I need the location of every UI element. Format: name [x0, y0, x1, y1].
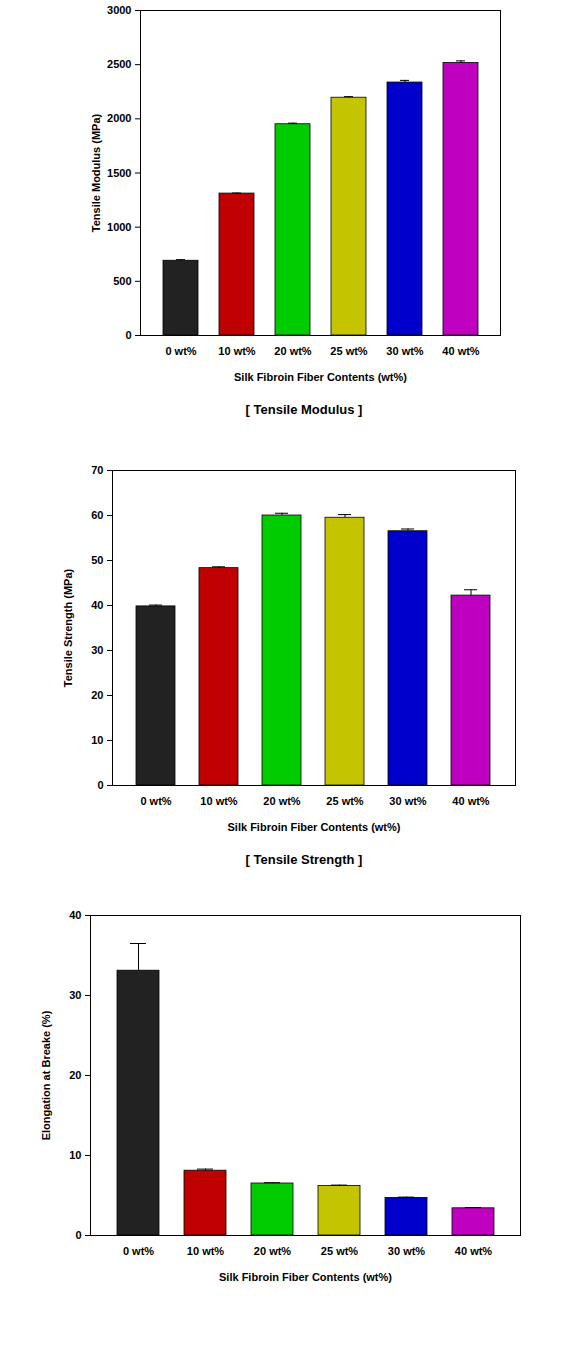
html-text:[ Tensile Strength ]: [ Tensile Strength ] [245, 852, 363, 867]
svg-text:1500: 1500 [107, 167, 131, 179]
svg-text:Elongation at Breake (%): Elongation at Breake (%) [40, 1010, 52, 1140]
svg-text:10: 10 [91, 734, 103, 746]
svg-text:30: 30 [91, 644, 103, 656]
svg-text:25 wt%: 25 wt% [326, 795, 364, 807]
svg-text:40 wt%: 40 wt% [452, 795, 490, 807]
html-text:[ Tensile Modulus ]: [ Tensile Modulus ] [245, 402, 363, 417]
svg-text:30 wt%: 30 wt% [386, 345, 424, 357]
svg-text:60: 60 [91, 509, 103, 521]
svg-text:40 wt%: 40 wt% [455, 1245, 493, 1257]
svg-text:10 wt%: 10 wt% [187, 1245, 225, 1257]
svg-text:500: 500 [113, 275, 131, 287]
svg-text:70: 70 [91, 464, 103, 476]
svg-text:2500: 2500 [107, 58, 131, 70]
svg-text:30: 30 [69, 989, 81, 1001]
svg-text:1000: 1000 [107, 221, 131, 233]
svg-text:40 wt%: 40 wt% [442, 345, 480, 357]
svg-text:25 wt%: 25 wt% [330, 345, 368, 357]
svg-text:0: 0 [125, 329, 131, 341]
svg-text:30 wt%: 30 wt% [389, 795, 427, 807]
svg-text:40: 40 [91, 599, 103, 611]
svg-text:Tensile Strength (MPa): Tensile Strength (MPa) [62, 568, 74, 687]
svg-text:Silk Fibroin Fiber Contents (w: Silk Fibroin Fiber Contents (wt%) [234, 371, 407, 383]
svg-text:20 wt%: 20 wt% [274, 345, 312, 357]
svg-text:10 wt%: 10 wt% [200, 795, 238, 807]
svg-text:10 wt%: 10 wt% [218, 345, 256, 357]
svg-text:40: 40 [69, 909, 81, 921]
svg-text:0: 0 [75, 1229, 81, 1241]
svg-text:0 wt%: 0 wt% [123, 1245, 154, 1257]
svg-text:0 wt%: 0 wt% [140, 795, 171, 807]
svg-text:20: 20 [91, 689, 103, 701]
svg-text:50: 50 [91, 554, 103, 566]
svg-text:25 wt%: 25 wt% [321, 1245, 359, 1257]
svg-text:Tensile Modulus (MPa): Tensile Modulus (MPa) [90, 113, 102, 232]
svg-text:3000: 3000 [107, 4, 131, 16]
svg-text:20: 20 [69, 1069, 81, 1081]
svg-text:20 wt%: 20 wt% [254, 1245, 292, 1257]
svg-text:0 wt%: 0 wt% [165, 345, 196, 357]
svg-text:Silk Fibroin Fiber Contents (w: Silk Fibroin Fiber Contents (wt%) [219, 1271, 392, 1283]
svg-text:Silk Fibroin Fiber Contents (w: Silk Fibroin Fiber Contents (wt%) [228, 821, 401, 833]
svg-text:20 wt%: 20 wt% [263, 795, 301, 807]
svg-text:30 wt%: 30 wt% [388, 1245, 426, 1257]
svg-text:10: 10 [69, 1149, 81, 1161]
svg-text:0: 0 [97, 779, 103, 791]
svg-text:2000: 2000 [107, 112, 131, 124]
